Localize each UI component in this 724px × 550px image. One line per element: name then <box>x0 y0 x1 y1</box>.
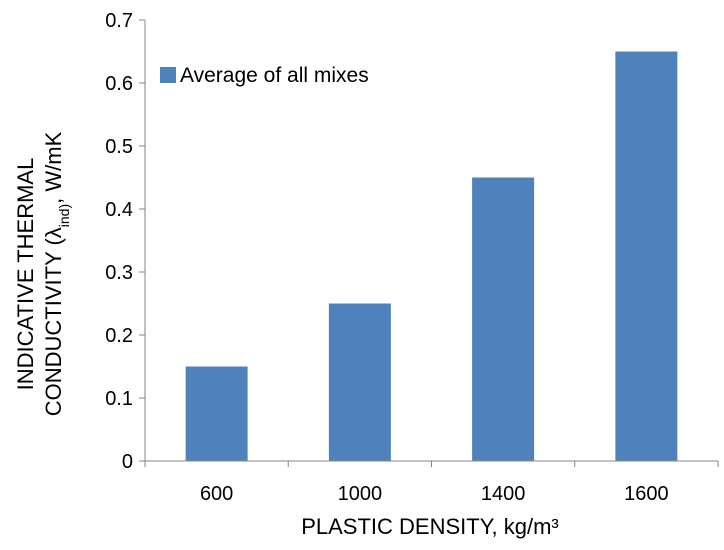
y-axis-title-line1: INDICATIVE THERMAL <box>13 158 38 391</box>
x-tick-label: 1400 <box>481 483 526 505</box>
bar-1600 <box>615 51 678 461</box>
y-tick-label: 0.3 <box>105 262 133 284</box>
y-axis-title-line2-suffix: , W/mK <box>41 131 66 203</box>
y-axis-title-line2: CONDUCTIVITY (λind), W/mK <box>41 131 72 416</box>
bar-1000 <box>328 303 391 461</box>
y-tick-label: 0.4 <box>105 199 133 221</box>
y-axis-title-subscript: ind) <box>56 204 72 227</box>
bar-1400 <box>472 177 535 461</box>
bar-600 <box>185 366 248 461</box>
x-tick-label: 600 <box>200 483 233 505</box>
y-tick-label: 0.1 <box>105 388 133 410</box>
y-tick-label: 0 <box>122 451 133 473</box>
x-tick-label: 1000 <box>338 483 383 505</box>
legend-label: Average of all mixes <box>180 64 369 87</box>
y-axis-title: INDICATIVE THERMAL CONDUCTIVITY (λind), … <box>13 131 72 416</box>
y-tick-label: 0.7 <box>105 10 133 32</box>
y-axis-title-line2-prefix: CONDUCTIVITY (λ <box>41 227 66 416</box>
y-tick-label: 0.5 <box>105 136 133 158</box>
legend-swatch <box>160 67 176 83</box>
plot-area: 0 0.1 0.2 0.3 0.4 0.5 0.6 0.7 600 1000 1400 1600 <box>105 10 719 505</box>
x-axis-title: PLASTIC DENSITY, kg/m³ <box>301 514 559 539</box>
legend: Average of all mixes <box>160 64 369 87</box>
y-tick-label: 0.2 <box>105 325 133 347</box>
x-tick-label: 1600 <box>624 483 669 505</box>
y-tick-label: 0.6 <box>105 73 133 95</box>
